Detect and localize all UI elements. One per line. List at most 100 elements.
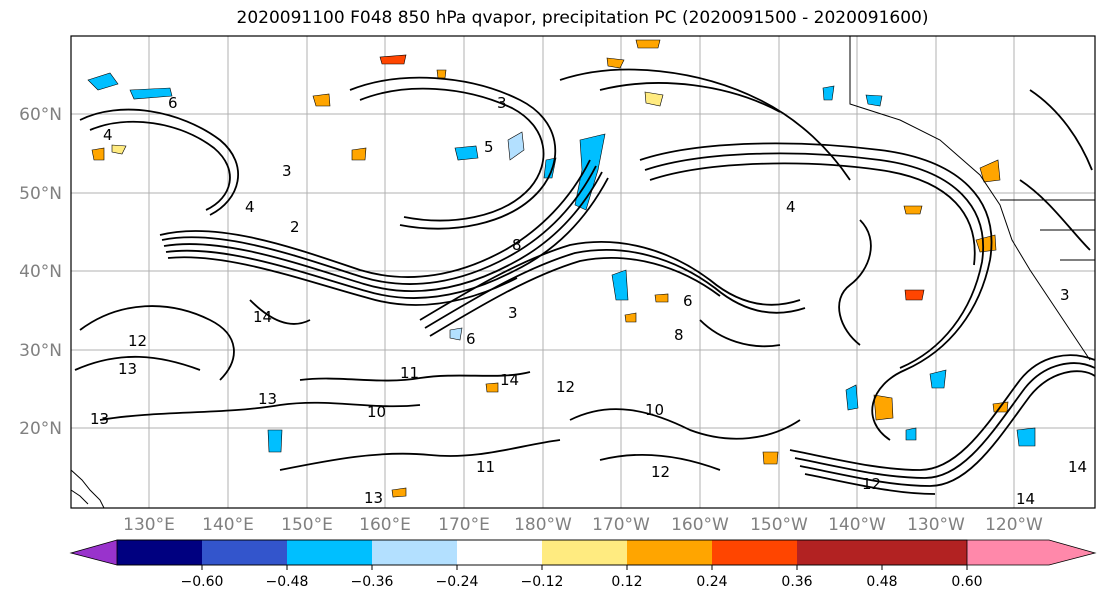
- precip-patch: [929, 369, 947, 389]
- contour-label: 12: [556, 378, 575, 396]
- precip-patch: [379, 54, 407, 65]
- contour-label: 6: [683, 292, 693, 310]
- colorbar-right-extend-tip: [967, 540, 1095, 565]
- precip-patch: [606, 57, 625, 69]
- contour-label: 13: [258, 390, 277, 408]
- precip-patch: [129, 87, 173, 100]
- precip-patch: [624, 312, 637, 323]
- contour-label: 13: [90, 410, 109, 428]
- contour-label: 8: [674, 326, 684, 344]
- precip-patch: [611, 269, 629, 301]
- contour-label: 10: [367, 403, 386, 421]
- contour-label: 5: [484, 138, 494, 156]
- colorbar-tick-label: 0.48: [866, 574, 897, 590]
- colorbar-tick-label: −0.36: [351, 574, 394, 590]
- precip-patch: [873, 394, 894, 421]
- precip-patch: [87, 72, 119, 91]
- contour-label: 14: [1016, 490, 1035, 508]
- precip-patch: [436, 69, 447, 79]
- colorbar-tick-label: −0.48: [266, 574, 309, 590]
- colorbar-segment: [372, 540, 457, 565]
- lat-label: 40°N: [19, 262, 62, 282]
- map-frame: [70, 35, 1096, 509]
- precip-patch: [391, 487, 407, 498]
- contour-label: 3: [508, 304, 518, 322]
- contour-label: 11: [400, 364, 419, 382]
- contour-label: 6: [466, 330, 476, 348]
- precip-patch: [865, 94, 883, 107]
- contour-labels: 6 4 3 2 4 3 5 8 6 3 4 14 12 13 13 10 14 …: [90, 94, 1087, 508]
- colorbar-tick-label: −0.24: [436, 574, 479, 590]
- colorbar-segment: [287, 540, 372, 565]
- lat-label: 30°N: [19, 341, 62, 361]
- latitude-labels: 60°N 50°N 40°N 30°N 20°N: [19, 105, 62, 439]
- precip-patch: [654, 293, 669, 303]
- map-title: 2020091100 F048 850 hPa qvapor, precipit…: [236, 8, 929, 28]
- contour-label: 11: [476, 458, 495, 476]
- contour-label: 12: [128, 332, 147, 350]
- colorbar-segment: [797, 540, 882, 565]
- precip-patch: [635, 39, 661, 49]
- colorbar: −0.60 −0.48 −0.36 −0.24 −0.12 0.12 0.24 …: [69, 539, 1097, 590]
- colorbar-outline: [69, 539, 1097, 566]
- colorbar-right-extend: [882, 540, 967, 565]
- humidity-contours: [74, 68, 1096, 495]
- precip-patch: [905, 427, 917, 441]
- precip-patch: [574, 133, 606, 211]
- contour-label: 2: [290, 218, 300, 236]
- precip-patch: [454, 145, 479, 161]
- contour-label: 14: [1068, 458, 1087, 476]
- colorbar-segment: [627, 540, 712, 565]
- colorbar-left-extend: [71, 540, 117, 565]
- precip-patch: [449, 327, 463, 341]
- precip-patch: [111, 144, 127, 155]
- contour-label: 8: [512, 236, 522, 254]
- precip-patch: [822, 85, 835, 101]
- colorbar-tick-label: 0.60: [951, 574, 982, 590]
- precip-patch: [267, 429, 283, 453]
- lon-label: 120°W: [985, 515, 1043, 535]
- precip-patch: [351, 147, 367, 161]
- contour-label: 4: [103, 126, 113, 144]
- contour-label: 13: [118, 360, 137, 378]
- lon-label: 180°W: [514, 515, 572, 535]
- contour-label: 14: [500, 371, 519, 389]
- contour-label: 12: [651, 463, 670, 481]
- precip-patch: [312, 93, 331, 107]
- lon-label: 150°E: [281, 515, 333, 535]
- colorbar-segment: [542, 540, 627, 565]
- lon-label: 140°E: [202, 515, 254, 535]
- lon-label: 150°W: [750, 515, 808, 535]
- precip-patch: [1016, 427, 1036, 447]
- colorbar-segment: [457, 540, 542, 565]
- lon-label: 160°W: [671, 515, 729, 535]
- precip-patch: [762, 451, 779, 465]
- precip-patch: [904, 289, 925, 301]
- colorbar-tick-label: −0.12: [521, 574, 564, 590]
- precip-patch: [507, 131, 525, 161]
- lon-label: 170°W: [592, 515, 650, 535]
- precip-patch: [543, 157, 557, 179]
- contour-label: 13: [364, 489, 383, 507]
- precip-patch: [91, 147, 105, 161]
- colorbar-tick-label: −0.60: [181, 574, 224, 590]
- precip-patch: [979, 159, 1001, 183]
- contour-label: 3: [282, 162, 292, 180]
- lon-label: 140°W: [828, 515, 886, 535]
- colorbar-segment: [202, 540, 287, 565]
- colorbar-ticks: [201, 565, 968, 570]
- precip-patch: [845, 384, 859, 411]
- colorbar-segment: [712, 540, 797, 565]
- contour-label: 4: [786, 198, 796, 216]
- contour-label: 14: [253, 308, 272, 326]
- lat-label: 60°N: [19, 105, 62, 125]
- colorbar-segment: [117, 540, 202, 565]
- lon-label: 170°E: [438, 515, 490, 535]
- lon-label: 130°W: [907, 515, 965, 535]
- gridlines: [71, 36, 1095, 508]
- map-background: [71, 36, 1095, 508]
- coastlines: [70, 36, 1095, 509]
- contour-label: 6: [168, 94, 178, 112]
- contour-label: 12: [862, 475, 881, 493]
